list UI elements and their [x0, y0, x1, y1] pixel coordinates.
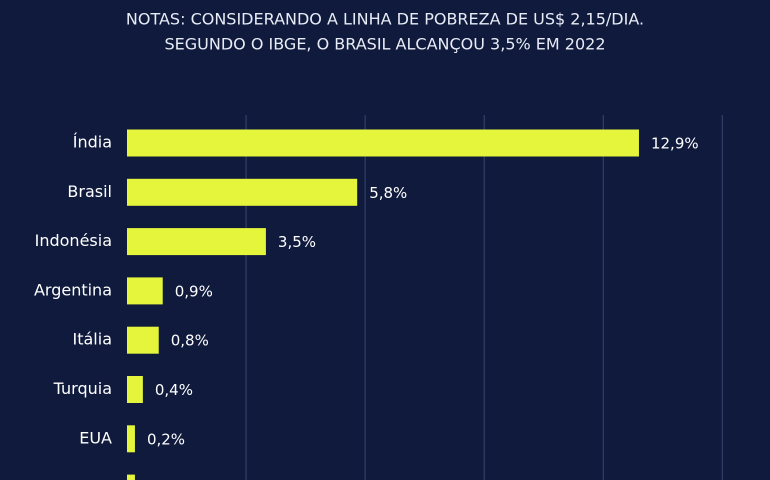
- category-label: Itália: [73, 330, 113, 349]
- bar: [127, 474, 135, 480]
- value-label: 0,4%: [155, 381, 193, 399]
- note-line: SEGUNDO O IBGE, O BRASIL ALCANÇOU 3,5% E…: [164, 35, 605, 54]
- category-label: Turquia: [53, 379, 112, 398]
- bar: [127, 178, 358, 206]
- category-label: Indonésia: [35, 231, 112, 250]
- bar: [127, 326, 159, 354]
- category-label: Reino Unido: [16, 478, 112, 480]
- bar: [127, 425, 135, 453]
- bar: [127, 376, 143, 403]
- value-label: 0,2%: [147, 430, 185, 448]
- note-line: NOTAS: CONSIDERANDO A LINHA DE POBREZA D…: [126, 10, 644, 29]
- category-label: EUA: [79, 428, 112, 447]
- bar: [127, 228, 266, 256]
- value-label: 0,9%: [175, 282, 213, 300]
- bar: [127, 129, 639, 157]
- bar: [127, 277, 163, 305]
- value-label: 12,9%: [651, 135, 699, 153]
- value-label: 3,5%: [278, 233, 316, 251]
- category-label: Índia: [73, 133, 112, 152]
- value-label: 5,8%: [369, 184, 407, 202]
- value-label: 0,8%: [171, 332, 209, 350]
- category-label: Brasil: [67, 182, 112, 201]
- category-label: Argentina: [34, 280, 112, 299]
